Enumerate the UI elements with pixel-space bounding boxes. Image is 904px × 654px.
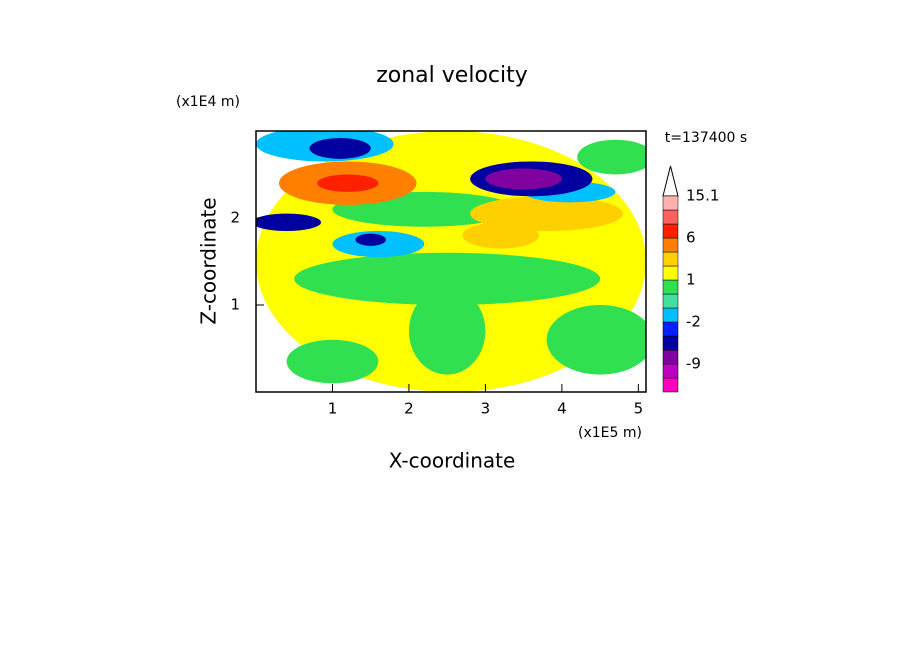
x-tick-label: 1 [328, 400, 338, 418]
y-tick-label: 2 [230, 209, 240, 227]
colorbar-segment [662, 223, 679, 239]
colorbar-arrow [662, 165, 679, 197]
colorbar-segment [662, 321, 679, 337]
x-unit: (x1E5 m) [578, 425, 642, 441]
colorbar-segment [662, 251, 679, 267]
contour-region [355, 233, 386, 246]
contour-region [470, 196, 624, 232]
contour-region [408, 287, 486, 375]
colorbar-segment [662, 293, 679, 309]
x-tick-label: 5 [634, 400, 644, 418]
colorbar-segment [662, 265, 679, 281]
plot-frame [255, 130, 647, 393]
contour-region [485, 168, 562, 190]
contour-region [286, 339, 379, 384]
colorbar-segment [662, 209, 679, 225]
contour-region [546, 305, 646, 375]
colorbar-segment [662, 377, 679, 393]
colorbar-tick-label: 1 [686, 271, 696, 289]
time-label: t=137400 s [665, 130, 747, 146]
colorbar-segment [662, 349, 679, 365]
x-tick-label: 3 [481, 400, 491, 418]
colorbar-segment [662, 363, 679, 379]
colorbar-tick-label: -9 [686, 355, 701, 373]
x-tick-label: 2 [404, 400, 414, 418]
field [256, 131, 646, 392]
colorbar-segment [662, 279, 679, 295]
contour-region [462, 222, 539, 249]
colorbar-segment [662, 195, 679, 211]
contour-region [294, 252, 601, 305]
colorbar-tick-label: 6 [686, 229, 696, 247]
x-axis-label: X-coordinate [389, 449, 516, 473]
contour-region [309, 137, 371, 159]
contour-region [577, 139, 646, 175]
x-tick-label: 4 [557, 400, 567, 418]
contour-region [256, 213, 321, 232]
colorbar-segment [662, 307, 679, 323]
colorbar-segment [662, 335, 679, 351]
y-unit: (x1E4 m) [176, 94, 240, 110]
chart-title: zonal velocity [376, 63, 528, 88]
colorbar-tick-label: -2 [686, 313, 701, 331]
colorbar-tick-label: 15.1 [686, 187, 719, 205]
contour-region [317, 174, 379, 192]
colorbar-segment [662, 237, 679, 253]
y-axis-label: Z-coordinate [197, 197, 221, 324]
y-tick-label: 1 [230, 296, 240, 314]
